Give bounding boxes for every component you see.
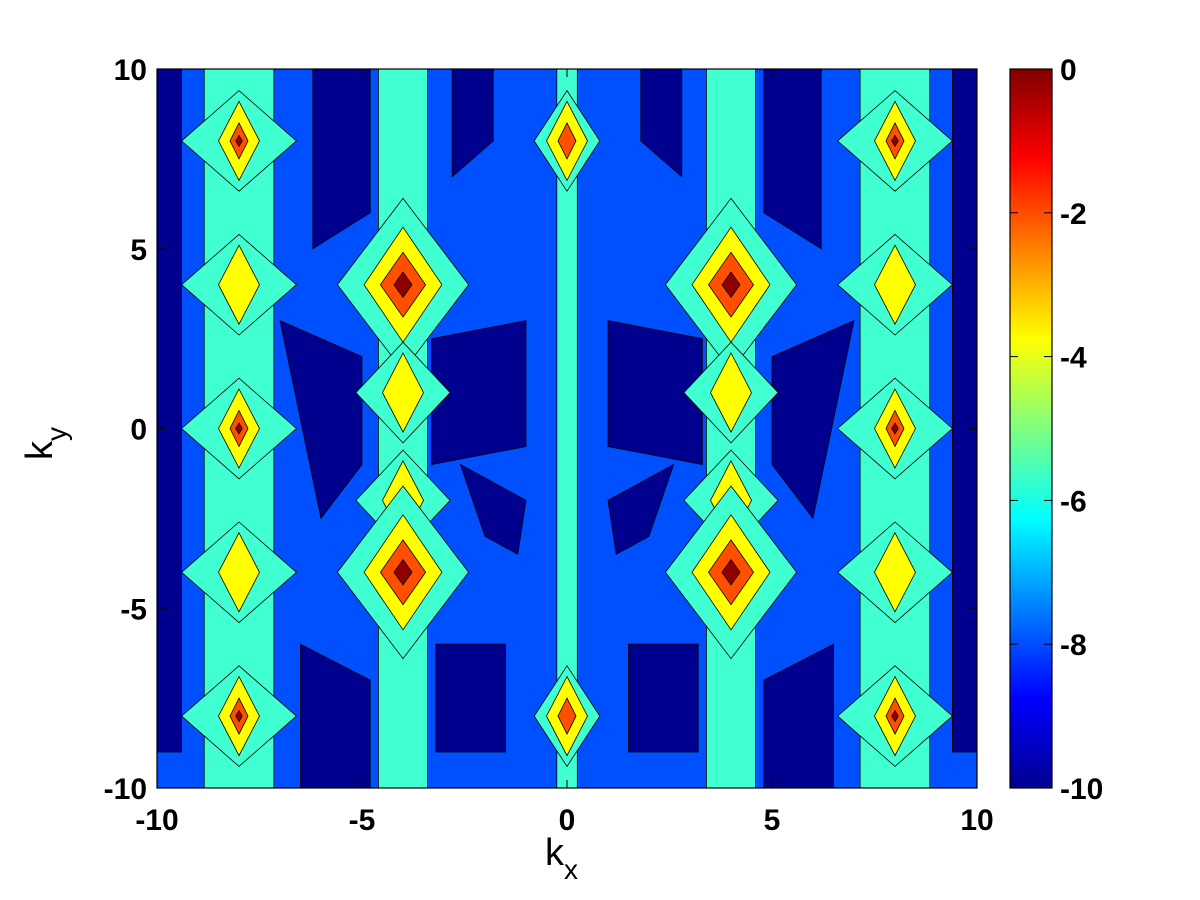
low-region-5 [640,69,683,178]
low-region-0 [157,69,183,753]
peak-4-3-level-4 [874,531,916,613]
low-region-14 [435,643,506,753]
peak-1-0-level-1 [393,271,413,298]
colorbar-tick-label: -6 [1060,485,1087,518]
x-tick-label: 10 [960,804,993,837]
colorbar-tick-label: -2 [1060,198,1087,231]
low-region-1 [952,69,977,753]
low-region-4 [451,69,494,178]
low-region-7 [771,319,855,520]
colorbar-ticks: 0 -2 -4 -6 -8 -10 [1010,54,1103,806]
peak-1-1-level-4 [382,352,424,433]
colorbar-tick-label: -4 [1060,342,1087,375]
peak-2-1-level-2 [557,697,577,735]
peak-0-2-level-1 [235,422,243,435]
x-tick-label: -5 [349,804,376,837]
low-region-10 [459,463,527,555]
colorbar-tick-label: 0 [1060,54,1077,87]
peak-4-1-level-4 [874,244,916,326]
y-tick-label: 0 [130,414,147,447]
peak-4-0-level-1 [891,134,899,148]
plot-area [156,68,978,789]
y-tick-label: 10 [114,54,147,87]
peak-4-4-level-1 [891,709,899,723]
low-region-13 [763,643,834,788]
peak-0-0-level-1 [235,134,243,148]
low-region-6 [279,319,363,520]
y-tick-label: -5 [120,593,147,626]
peak-3-1-level-4 [710,352,752,433]
y-tick-label: -10 [104,773,147,806]
svg-text:kx: kx [545,832,578,885]
x-tick-label: -10 [135,804,178,837]
svg-text:ky: ky [19,427,72,460]
peak-0-1-level-4 [218,244,260,326]
peak-3-0-level-1 [721,271,741,298]
peak-1-3-level-1 [393,559,413,586]
x-tick-label: 0 [559,804,576,837]
colorbar-tick-label: -8 [1060,629,1087,662]
colorbar: 0 -2 -4 -6 -8 -10 [1009,54,1103,806]
low-region-9 [607,320,703,465]
y-tick-label: 5 [130,234,147,267]
contour-layer [157,69,977,788]
y-axis-ticks: -10 -5 0 5 10 [104,54,977,806]
x-axis-ticks: -10 -5 0 5 10 [135,69,994,837]
column-band-2 [556,69,578,788]
peak-0-4-level-1 [235,709,243,723]
low-region-11 [607,463,675,555]
low-region-2 [312,69,371,250]
peak-4-2-level-1 [891,422,899,435]
peak-0-3-level-4 [218,531,260,613]
low-region-8 [431,320,527,465]
colorbar-gradient [1009,68,1053,789]
colorbar-tick-label: -10 [1060,773,1103,806]
x-axis-label: kx [545,832,578,885]
low-region-15 [628,643,699,753]
x-tick-label: 5 [764,804,781,837]
low-region-12 [300,643,371,788]
y-axis-label: ky [19,427,72,460]
low-region-3 [763,69,822,250]
peak-3-3-level-1 [721,559,741,586]
peak-2-0-level-2 [557,122,577,160]
